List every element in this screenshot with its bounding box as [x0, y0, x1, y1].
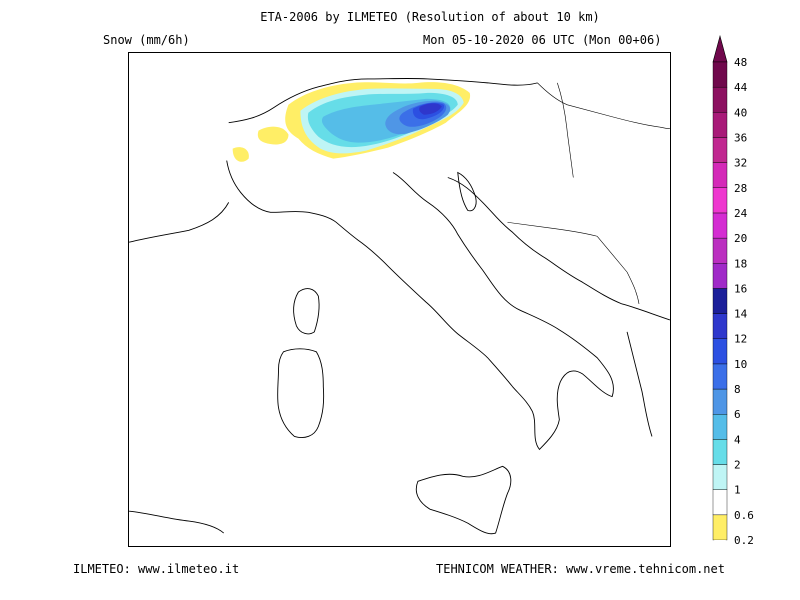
legend-label-0.6: 0.6: [734, 509, 754, 522]
legend-label-4: 4: [734, 433, 741, 446]
legend-band-44: [712, 61, 728, 88]
legend-label-6: 6: [734, 408, 741, 421]
legend-band-36: [712, 112, 728, 138]
legend-band-16: [712, 263, 728, 289]
legend-label-12: 12: [734, 333, 747, 346]
legend-label-1: 1: [734, 484, 741, 497]
legend-label-28: 28: [734, 182, 747, 195]
legend-band-8: [712, 363, 728, 390]
legend-label-40: 40: [734, 106, 747, 119]
legend-band-6: [712, 388, 728, 415]
snow-contour-12: [419, 103, 442, 115]
legend-band-18: [712, 237, 728, 264]
adriatic-east-coast: [447, 177, 670, 321]
legend-label-16: 16: [734, 282, 747, 295]
legend-band-1: [712, 464, 728, 490]
legend-label-36: 36: [734, 131, 747, 144]
corsica-coastline: [293, 288, 320, 335]
borders: [507, 82, 670, 305]
legend-band-32: [712, 137, 728, 163]
legend-label-2: 2: [734, 459, 741, 472]
legend-label-44: 44: [734, 81, 748, 94]
italy-coastline: [226, 160, 614, 451]
coastlines: [129, 78, 670, 535]
legend-band-10: [712, 338, 728, 365]
legend-band-14: [712, 288, 728, 314]
legend-label-20: 20: [734, 232, 747, 245]
legend-label-32: 32: [734, 157, 747, 170]
legend-band-4: [712, 414, 728, 440]
france-coastline: [129, 202, 230, 243]
legend-label-24: 24: [734, 207, 748, 220]
legend-band-12: [712, 313, 728, 339]
istria-coastline: [457, 171, 477, 212]
tunisia-coastline: [129, 510, 225, 534]
legend-label-18: 18: [734, 257, 747, 270]
snow-contour-0-2-west2: [232, 147, 249, 162]
legend-band-40: [712, 86, 728, 113]
legend-label-48: 48: [734, 56, 747, 69]
legend-band-20: [712, 212, 728, 239]
legend-label-14: 14: [734, 308, 748, 321]
albania-coastline: [626, 331, 653, 437]
snow-field: [232, 82, 471, 162]
legend-band-0.2: [712, 514, 728, 541]
legend-band-28: [712, 162, 728, 188]
legend-top-arrow: [712, 34, 728, 63]
footer-left: ILMETEO: www.ilmeteo.it: [73, 562, 240, 576]
snow-contour-0-2-west1: [257, 126, 289, 145]
variable-label: Snow (mm/6h): [103, 33, 190, 47]
forecast-map: [128, 52, 671, 547]
sicily-coastline: [415, 465, 512, 535]
legend-band-24: [712, 187, 728, 214]
alps-border: [228, 78, 538, 124]
footer-right: TEHNICOM WEATHER: www.vreme.tehnicom.net: [436, 562, 725, 576]
legend-label-10: 10: [734, 358, 747, 371]
chart-title: ETA-2006 by ILMETEO (Resolution of about…: [260, 10, 600, 24]
legend-label-0.2: 0.2: [734, 534, 754, 547]
legend-label-8: 8: [734, 383, 741, 396]
legend-bottom-arrow: [713, 540, 727, 542]
legend-band-0.6: [712, 489, 728, 516]
sardinia-coastline: [277, 348, 325, 438]
legend-band-2: [712, 439, 728, 465]
valid-time-label: Mon 05-10-2020 06 UTC (Mon 00+06): [423, 33, 662, 47]
